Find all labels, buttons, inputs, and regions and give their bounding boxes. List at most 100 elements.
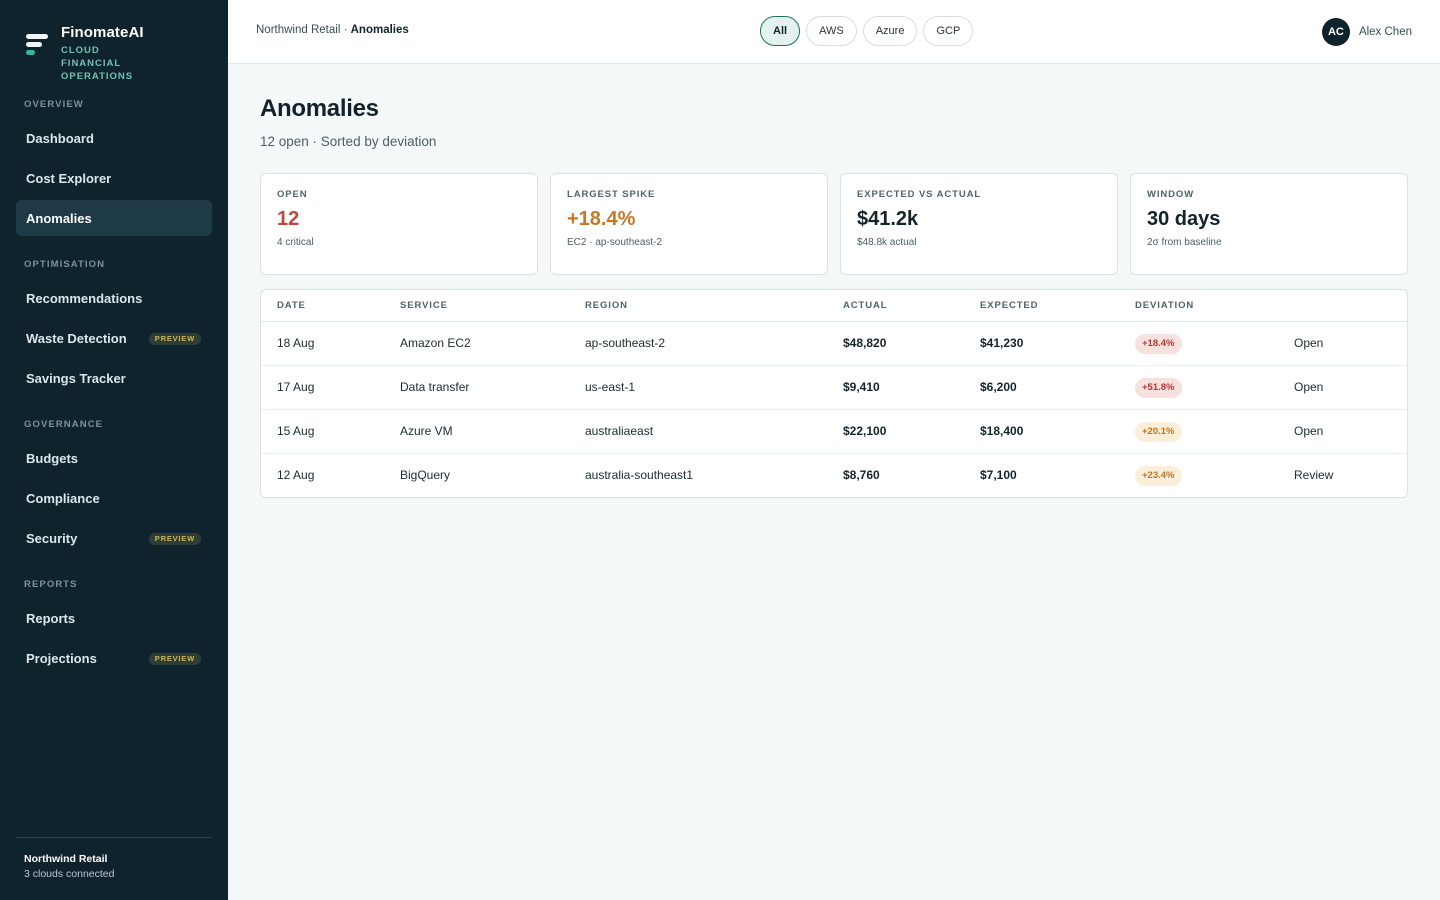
- sidebar-item-label: Budgets: [26, 450, 78, 466]
- cell-expected: $7,100: [980, 468, 1017, 482]
- cell-actual: $9,410: [843, 380, 880, 394]
- breadcrumb-current: Anomalies: [350, 24, 409, 36]
- kpi-value: +18.4%: [567, 208, 636, 230]
- anomalies-table: DATE SERVICE REGION ACTUAL EXPECTED DEVI…: [260, 289, 1408, 498]
- topbar: Northwind Retail · Anomalies All AWS Azu…: [228, 0, 1440, 64]
- table-header: DATE SERVICE REGION ACTUAL EXPECTED DEVI…: [261, 290, 1407, 322]
- sidebar-item-savings-tracker[interactable]: Savings Tracker: [16, 360, 212, 396]
- nav-section-overview: OVERVIEW: [24, 99, 84, 110]
- user-name: Alex Chen: [1358, 26, 1412, 38]
- cell-service: Amazon EC2: [400, 336, 471, 350]
- org-switcher[interactable]: Northwind Retail 3 clouds connected: [16, 837, 212, 880]
- cell-expected: $6,200: [980, 380, 1017, 394]
- column-header-actual[interactable]: ACTUAL: [843, 300, 888, 311]
- deviation-badge: +20.1%: [1135, 422, 1182, 442]
- cell-date: 17 Aug: [277, 380, 315, 394]
- avatar: AC: [1321, 18, 1350, 46]
- table-row[interactable]: 12 Aug BigQuery australia-southeast1 $8,…: [261, 454, 1407, 497]
- cell-date: 12 Aug: [277, 468, 315, 482]
- deviation-badge: +23.4%: [1135, 466, 1182, 486]
- cell-actual: $48,820: [843, 336, 887, 350]
- kpi-card-expected-vs-actual: EXPECTED VS ACTUAL $41.2k $48.8k actual: [840, 173, 1118, 275]
- filter-chip-gcp[interactable]: GCP: [923, 16, 974, 46]
- column-header-date[interactable]: DATE: [277, 300, 306, 311]
- cell-service: Data transfer: [400, 380, 470, 394]
- sidebar-item-compliance[interactable]: Compliance: [16, 480, 212, 516]
- sidebar-item-dashboard[interactable]: Dashboard: [16, 120, 212, 156]
- sidebar-item-label: Recommendations: [26, 290, 143, 306]
- breadcrumb: Northwind Retail · Anomalies: [256, 24, 409, 36]
- kpi-card-window: WINDOW 30 days 2σ from baseline: [1130, 173, 1408, 275]
- cell-service: BigQuery: [400, 468, 451, 482]
- kpi-label: WINDOW: [1147, 189, 1195, 200]
- cell-actual: $22,100: [843, 424, 887, 438]
- cell-region: us-east-1: [585, 380, 636, 394]
- cell-expected: $18,400: [980, 424, 1024, 438]
- kpi-value: 12: [277, 208, 300, 230]
- sidebar-item-label: Waste Detection: [26, 330, 127, 346]
- kpi-note: EC2 · ap-southeast-2: [567, 237, 663, 248]
- kpi-label: LARGEST SPIKE: [567, 189, 656, 200]
- sidebar-item-waste-detection[interactable]: Waste Detection PREVIEW: [16, 320, 212, 356]
- table-row[interactable]: 18 Aug Amazon EC2 ap-southeast-2 $48,820…: [261, 322, 1407, 366]
- deviation-badge: +18.4%: [1135, 334, 1182, 354]
- preview-badge: PREVIEW: [148, 333, 201, 345]
- page-subtitle: 12 open · Sorted by deviation: [260, 134, 437, 149]
- kpi-value: 30 days: [1147, 208, 1221, 230]
- cell-status: Open: [1294, 336, 1324, 350]
- table-row[interactable]: 15 Aug Azure VM australiaeast $22,100 $1…: [261, 410, 1407, 454]
- column-header-expected[interactable]: EXPECTED: [980, 300, 1039, 311]
- breadcrumb-separator: ·: [340, 24, 351, 36]
- preview-badge: PREVIEW: [148, 533, 201, 545]
- column-header-service[interactable]: SERVICE: [400, 300, 448, 311]
- org-name: Northwind Retail: [24, 853, 108, 865]
- kpi-label: OPEN: [277, 189, 308, 200]
- cell-date: 15 Aug: [277, 424, 315, 438]
- org-status: 3 clouds connected: [24, 868, 115, 880]
- cell-expected: $41,230: [980, 336, 1024, 350]
- column-header-region[interactable]: REGION: [585, 300, 628, 311]
- filter-chip-all[interactable]: All: [760, 16, 801, 46]
- cell-status: Review: [1294, 468, 1334, 482]
- sidebar-item-label: Anomalies: [26, 210, 92, 226]
- deviation-badge: +51.8%: [1135, 378, 1182, 398]
- sidebar-item-recommendations[interactable]: Recommendations: [16, 280, 212, 316]
- sidebar-item-anomalies[interactable]: Anomalies: [16, 200, 212, 236]
- sidebar-item-projections[interactable]: Projections PREVIEW: [16, 640, 212, 676]
- cell-date: 18 Aug: [277, 336, 315, 350]
- kpi-value: $41.2k: [857, 208, 919, 230]
- breadcrumb-parent[interactable]: Northwind Retail: [256, 24, 341, 36]
- filter-chip-azure[interactable]: Azure: [862, 16, 918, 46]
- logo-icon: [26, 34, 50, 60]
- sidebar-item-label: Cost Explorer: [26, 170, 112, 186]
- table-row[interactable]: 17 Aug Data transfer us-east-1 $9,410 $6…: [261, 366, 1407, 410]
- sidebar-item-label: Dashboard: [26, 130, 94, 146]
- sidebar-item-label: Reports: [26, 610, 76, 626]
- kpi-card-largest-spike: LARGEST SPIKE +18.4% EC2 · ap-southeast-…: [550, 173, 828, 275]
- sidebar-item-budgets[interactable]: Budgets: [16, 440, 212, 476]
- sidebar-item-cost-explorer[interactable]: Cost Explorer: [16, 160, 212, 196]
- brand[interactable]: FinomateAI CLOUD FINANCIAL OPERATIONS: [26, 24, 161, 83]
- column-header-deviation[interactable]: DEVIATION: [1135, 300, 1195, 311]
- sidebar-item-label: Projections: [26, 650, 97, 666]
- cell-service: Azure VM: [400, 424, 453, 438]
- cell-region: australiaeast: [585, 424, 654, 438]
- cell-status: Open: [1294, 380, 1324, 394]
- sidebar-item-reports[interactable]: Reports: [16, 600, 212, 636]
- kpi-note: $48.8k actual: [857, 237, 917, 248]
- filter-chip-aws[interactable]: AWS: [806, 16, 857, 46]
- kpi-row: OPEN 12 4 critical LARGEST SPIKE +18.4% …: [260, 173, 1408, 275]
- nav-section-reports: REPORTS: [24, 579, 78, 590]
- sidebar-item-label: Compliance: [26, 490, 100, 506]
- kpi-card-open: OPEN 12 4 critical: [260, 173, 538, 275]
- page-title: Anomalies: [260, 95, 379, 122]
- sidebar-item-security[interactable]: Security PREVIEW: [16, 520, 212, 556]
- nav-section-optimisation: OPTIMISATION: [24, 259, 106, 270]
- cell-actual: $8,760: [843, 468, 880, 482]
- preview-badge: PREVIEW: [148, 653, 201, 665]
- brand-tagline: CLOUD FINANCIAL OPERATIONS: [61, 45, 134, 82]
- user-menu[interactable]: AC Alex Chen: [1321, 18, 1412, 46]
- cell-status: Open: [1294, 424, 1324, 438]
- nav-section-governance: GOVERNANCE: [24, 419, 104, 430]
- sidebar-item-label: Savings Tracker: [26, 370, 126, 386]
